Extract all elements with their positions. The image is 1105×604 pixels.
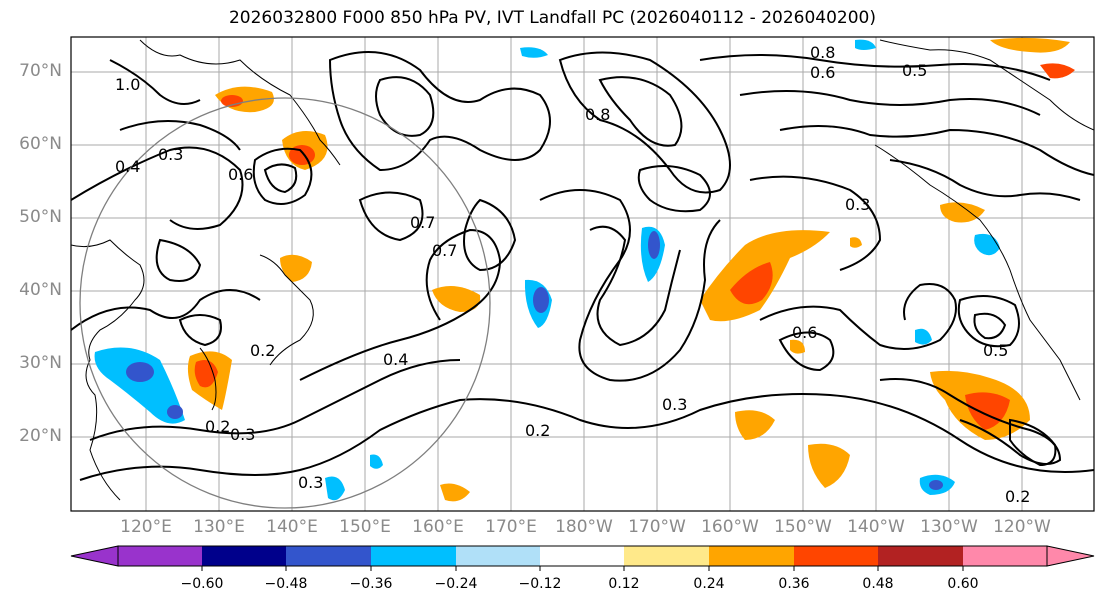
contour-labels: 1.0 0.8 0.6 0.5 0.4 0.3 0.7 0.8 0.6 0.4 …: [115, 43, 1030, 506]
contour-label: 0.3: [662, 395, 687, 414]
colorbar: [70, 545, 1095, 571]
contour-label: 0.2: [525, 421, 550, 440]
contour-label: 0.7: [432, 241, 457, 260]
lon-label: 150°E: [339, 517, 391, 537]
lon-label: 160°W: [701, 517, 759, 537]
ivt-shading: [94, 37, 1075, 502]
contour-label: 0.3: [230, 425, 255, 444]
lat-label: 20°N: [19, 426, 62, 446]
region-outline-circle: [79, 97, 491, 509]
map-background: [71, 37, 1094, 511]
contour-label: 0.3: [158, 145, 183, 164]
colorbar-tick-label: 0.48: [862, 576, 894, 592]
contour-label: 1.0: [115, 75, 140, 94]
colorbar-segment: [202, 546, 286, 566]
colorbar-segment: [624, 546, 709, 566]
map-frame: [70, 36, 1095, 512]
colorbar-segment: [456, 546, 540, 566]
lon-label: 150°W: [774, 517, 832, 537]
lon-label: 130°E: [193, 517, 245, 537]
lon-label: 170°E: [485, 517, 537, 537]
colorbar-tick-label: −0.48: [264, 576, 308, 592]
lat-label: 40°N: [19, 280, 62, 300]
contour-label: 0.6: [228, 165, 253, 184]
colorbar-segment: [878, 546, 963, 566]
contour-label: 0.2: [1005, 487, 1030, 506]
contour-label: 0.2: [250, 341, 275, 360]
colorbar-extend-right: [1046, 545, 1095, 567]
colorbar-tick-label: −0.24: [434, 576, 478, 592]
lon-label: 170°W: [628, 517, 686, 537]
colorbar-segment: [540, 546, 624, 566]
lat-label: 70°N: [19, 61, 62, 81]
coastlines: [71, 39, 1094, 501]
colorbar-tick-label: 0.12: [608, 576, 640, 592]
colorbar-segment: [286, 546, 371, 566]
lon-label: 140°W: [847, 517, 905, 537]
pv-contours: [71, 51, 1094, 481]
lon-label: 140°E: [266, 517, 318, 537]
colorbar-segment: [794, 546, 878, 566]
lat-label: 50°N: [19, 207, 62, 227]
colorbar-tick-label: 0.36: [778, 576, 810, 592]
colorbar-tick-label: −0.12: [518, 576, 562, 592]
colorbar-segment: [709, 546, 794, 566]
contour-label: 0.3: [845, 195, 870, 214]
contour-label: 0.5: [983, 341, 1008, 360]
contour-label: 0.4: [115, 157, 140, 176]
contour-label: 0.2: [205, 417, 230, 436]
colorbar-tick-label: 0.60: [947, 576, 979, 592]
lat-label: 30°N: [19, 353, 62, 373]
map-title: 2026032800 F000 850 hPa PV, IVT Landfall…: [228, 8, 876, 28]
contour-label: 0.5: [902, 61, 927, 80]
lon-label: 160°E: [412, 517, 464, 537]
colorbar-tick-label: −0.36: [349, 576, 393, 592]
contour-label: 0.8: [810, 43, 835, 62]
colorbar-segment: [118, 546, 202, 566]
lon-label: 120°E: [120, 517, 172, 537]
lat-label: 60°N: [19, 134, 62, 154]
contour-label: 0.6: [810, 63, 835, 82]
colorbar-tick-label: −0.60: [180, 576, 224, 592]
colorbar-extend-left: [70, 545, 119, 567]
contour-label: 0.7: [410, 213, 435, 232]
contour-label: 0.3: [298, 473, 323, 492]
contour-label: 0.4: [383, 350, 408, 369]
contour-label: 0.8: [585, 105, 610, 124]
colorbar-tick-label: 0.24: [693, 576, 725, 592]
contour-label: 0.6: [792, 323, 817, 342]
colorbar-segment: [371, 546, 456, 566]
colorbar-segment: [963, 546, 1047, 566]
lon-label: 180°W: [555, 517, 613, 537]
lon-label: 130°W: [920, 517, 978, 537]
lon-label: 120°W: [993, 517, 1051, 537]
